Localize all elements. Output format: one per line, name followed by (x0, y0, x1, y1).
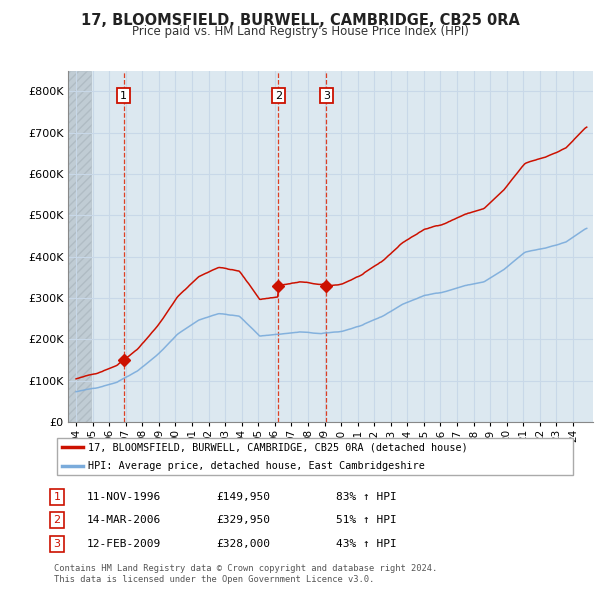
Text: £149,950: £149,950 (216, 492, 270, 502)
Text: This data is licensed under the Open Government Licence v3.0.: This data is licensed under the Open Gov… (54, 575, 374, 584)
Text: HPI: Average price, detached house, East Cambridgeshire: HPI: Average price, detached house, East… (88, 461, 425, 471)
FancyBboxPatch shape (56, 438, 574, 475)
Text: 51% ↑ HPI: 51% ↑ HPI (336, 516, 397, 525)
Text: 17, BLOOMSFIELD, BURWELL, CAMBRIDGE, CB25 0RA: 17, BLOOMSFIELD, BURWELL, CAMBRIDGE, CB2… (80, 13, 520, 28)
Text: £328,000: £328,000 (216, 539, 270, 549)
Text: 43% ↑ HPI: 43% ↑ HPI (336, 539, 397, 549)
Text: 11-NOV-1996: 11-NOV-1996 (87, 492, 161, 502)
Text: 12-FEB-2009: 12-FEB-2009 (87, 539, 161, 549)
Text: 2: 2 (53, 516, 61, 525)
Text: 1: 1 (120, 91, 127, 100)
Text: 83% ↑ HPI: 83% ↑ HPI (336, 492, 397, 502)
Text: 2: 2 (275, 91, 282, 100)
Text: 3: 3 (53, 539, 61, 549)
Text: 1: 1 (53, 492, 61, 502)
Text: 17, BLOOMSFIELD, BURWELL, CAMBRIDGE, CB25 0RA (detached house): 17, BLOOMSFIELD, BURWELL, CAMBRIDGE, CB2… (88, 442, 467, 453)
Text: 14-MAR-2006: 14-MAR-2006 (87, 516, 161, 525)
Text: Contains HM Land Registry data © Crown copyright and database right 2024.: Contains HM Land Registry data © Crown c… (54, 565, 437, 573)
Text: 3: 3 (323, 91, 330, 100)
Text: £329,950: £329,950 (216, 516, 270, 525)
Bar (68, 71, 91, 422)
Text: Price paid vs. HM Land Registry's House Price Index (HPI): Price paid vs. HM Land Registry's House … (131, 25, 469, 38)
